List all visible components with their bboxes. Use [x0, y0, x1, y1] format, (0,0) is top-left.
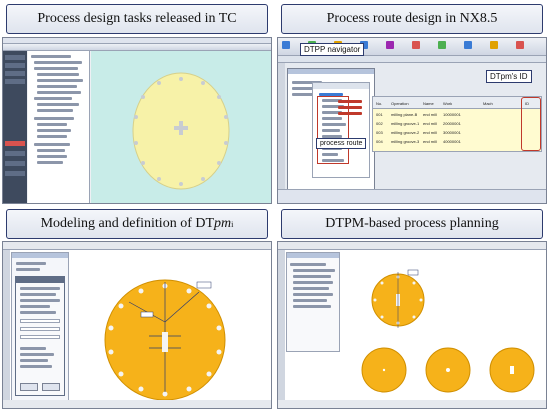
panel-title: Modeling and definition of DT pm i — [6, 209, 268, 239]
panel-title: DTPM-based process planning — [281, 209, 543, 239]
dtpp-navigator[interactable] — [286, 252, 340, 352]
header-work: Work — [443, 101, 453, 106]
part-preview — [132, 72, 230, 190]
header-id: ID — [525, 101, 529, 106]
panel-title: Process design tasks released in TC — [6, 4, 268, 34]
dialog-field[interactable] — [20, 335, 60, 339]
panel-planning: DTPM-based process planning — [275, 205, 550, 410]
toolbar — [278, 242, 546, 250]
panel-modeling: Modeling and definition of DT pm i — [0, 205, 275, 410]
nav-item[interactable] — [5, 161, 25, 166]
callout-navigator: DTPP navigator — [300, 43, 365, 56]
table-row[interactable]: 004 milling groove-3 end mill 40000001 — [376, 139, 461, 144]
graphics-area[interactable] — [340, 252, 546, 402]
toolbar — [3, 44, 271, 51]
disc-stage-3 — [425, 347, 471, 393]
resource-bar[interactable] — [278, 63, 285, 203]
dialog-field[interactable] — [20, 327, 60, 331]
nx-modeling-window — [2, 241, 272, 409]
table-row[interactable]: 003 milling groove-2 end mill 30000001 — [376, 130, 461, 135]
disc-stage-4 — [489, 347, 535, 393]
dimension-label — [196, 281, 212, 289]
operation-table[interactable]: No. Operation Name Work Mach ID 001 mill… — [372, 96, 542, 152]
center-slot — [162, 332, 168, 352]
resource-bar[interactable] — [278, 250, 285, 400]
nav-item[interactable] — [5, 63, 25, 68]
disc-stage-2 — [361, 347, 407, 393]
callout-route: process route — [316, 138, 367, 149]
table-header: No. Operation Name Work Mach ID — [373, 97, 541, 109]
nav-item[interactable] — [5, 171, 25, 176]
nav-item[interactable] — [5, 71, 25, 76]
toolbar — [3, 242, 271, 250]
route-detail-list — [338, 98, 366, 118]
teamcenter-window — [2, 37, 272, 204]
table-row[interactable]: 001 milling plane-B end mill 10000001 — [376, 112, 461, 117]
nav-sidebar[interactable] — [3, 51, 27, 203]
nav-item[interactable] — [5, 55, 25, 60]
status-bar — [278, 189, 546, 203]
callout-id: DTpm's ID — [486, 70, 532, 83]
panel-tc: Process design tasks released in TC — [0, 0, 275, 205]
nav-item[interactable] — [5, 141, 25, 146]
3d-viewer[interactable] — [91, 51, 271, 203]
menu-bar — [3, 38, 271, 44]
nav-item[interactable] — [5, 151, 25, 156]
ok-button[interactable] — [20, 383, 38, 391]
dtpm-definition-dialog[interactable] — [15, 276, 65, 396]
header-operation: Operation — [391, 101, 409, 106]
route-tree[interactable] — [312, 82, 370, 178]
graphics-area[interactable] — [69, 252, 272, 402]
nx-planning-window — [277, 241, 547, 409]
dialog-field[interactable] — [20, 319, 60, 323]
disc-holes — [134, 77, 228, 186]
table-row[interactable]: 002 milling groove-1 end mill 20000001 — [376, 121, 461, 126]
id-column-highlight — [521, 97, 541, 151]
panel-title: Process route design in NX8.5 — [281, 4, 543, 34]
header-mach: Mach — [483, 101, 493, 106]
header-no: No. — [376, 101, 383, 106]
nav-item[interactable] — [5, 79, 25, 84]
nx-window: No. Operation Name Work Mach ID 001 mill… — [277, 37, 547, 204]
structure-tree[interactable] — [28, 51, 90, 203]
header-name: Name — [423, 101, 434, 106]
disc-holes — [108, 283, 222, 397]
disc-stage-1 — [371, 269, 425, 328]
status-bar — [3, 400, 271, 408]
resource-bar[interactable] — [3, 250, 10, 400]
panel-nx-route: Process route design in NX8.5 — [275, 0, 550, 205]
dimension-label — [140, 311, 154, 318]
route-highlight — [317, 96, 349, 164]
cancel-button[interactable] — [42, 383, 60, 391]
secondary-toolbar — [278, 56, 546, 63]
status-bar — [278, 400, 546, 408]
